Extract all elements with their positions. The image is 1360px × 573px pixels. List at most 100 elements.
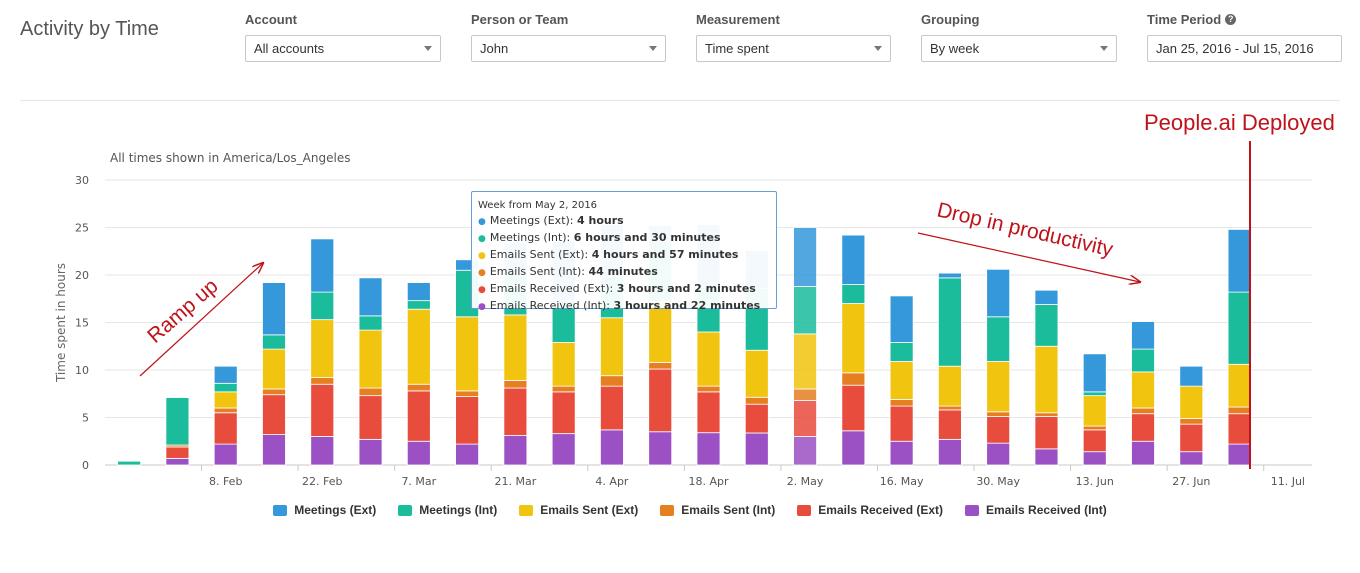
legend-swatch bbox=[519, 504, 534, 516]
bar-segment bbox=[1131, 321, 1155, 350]
measurement-select[interactable]: Time spent bbox=[696, 35, 891, 62]
legend-item[interactable]: Emails Received (Int) bbox=[965, 503, 1107, 517]
bar-segment bbox=[358, 438, 383, 466]
bar-segment bbox=[455, 316, 480, 392]
bar-segment bbox=[1227, 413, 1252, 445]
tooltip-series-name: Emails Sent (Int): bbox=[489, 265, 589, 278]
legend-swatch bbox=[273, 504, 288, 516]
filter-grouping: Grouping By week bbox=[921, 10, 1117, 62]
bar-segment bbox=[310, 291, 335, 321]
x-tick-label: 13. Jun bbox=[1076, 475, 1114, 488]
help-icon[interactable]: ? bbox=[1225, 13, 1237, 25]
bar-segment bbox=[165, 457, 190, 466]
bar-segment bbox=[503, 387, 528, 436]
bar-segment bbox=[744, 432, 769, 466]
bar-segment bbox=[1179, 418, 1204, 425]
bar-segment bbox=[503, 314, 528, 381]
tooltip-series-value: 4 hours and 57 minutes bbox=[591, 248, 739, 261]
bar-segment bbox=[889, 342, 914, 362]
legend-swatch bbox=[797, 504, 812, 516]
bar-segment bbox=[889, 295, 914, 343]
bar-segment bbox=[648, 368, 673, 433]
bar-segment bbox=[358, 395, 383, 440]
bar-segment bbox=[1034, 448, 1059, 466]
bar-segment bbox=[986, 361, 1011, 413]
bar-segment bbox=[1227, 406, 1252, 415]
bar-segment bbox=[455, 443, 480, 466]
series-dot-icon: ● bbox=[478, 234, 486, 244]
bar-segment bbox=[1082, 425, 1107, 431]
legend-item[interactable]: Emails Sent (Int) bbox=[660, 503, 775, 517]
series-dot-icon: ● bbox=[478, 285, 486, 295]
chevron-down-icon bbox=[874, 46, 882, 51]
legend-item[interactable]: Emails Received (Ext) bbox=[797, 503, 943, 517]
bar-segment bbox=[793, 436, 817, 466]
tooltip-series-name: Emails Sent (Ext): bbox=[489, 248, 592, 261]
bar-segment bbox=[1034, 345, 1059, 414]
bar-segment bbox=[841, 303, 866, 374]
grouping-select[interactable]: By week bbox=[921, 35, 1117, 62]
deployed-annotation: People.ai Deployed bbox=[1144, 110, 1335, 135]
tooltip-header: Week from May 2, 2016 bbox=[478, 200, 598, 211]
y-tick-label: 15 bbox=[75, 317, 89, 330]
legend-item[interactable]: Meetings (Ext) bbox=[273, 503, 376, 517]
account-select[interactable]: All accounts bbox=[245, 35, 441, 62]
bar-segment bbox=[1082, 429, 1107, 453]
bar-segment bbox=[600, 317, 624, 377]
bar-segment bbox=[358, 277, 383, 317]
bar-segment bbox=[262, 434, 286, 466]
ramp-up-arrow bbox=[139, 263, 263, 377]
tooltip-series-name: Meetings (Ext): bbox=[489, 214, 577, 227]
tooltip-row: ● Emails Sent (Int): 44 minutes bbox=[478, 264, 770, 281]
bar-segment bbox=[213, 443, 238, 466]
bar-segment bbox=[406, 308, 431, 385]
bar-segment bbox=[213, 407, 238, 414]
legend-label: Emails Received (Ext) bbox=[818, 503, 944, 517]
tooltip-series-value: 6 hours and 30 minutes bbox=[573, 231, 721, 244]
bar-segment bbox=[1034, 412, 1059, 417]
bar-segment bbox=[358, 329, 383, 389]
bar-segment bbox=[503, 435, 528, 466]
filter-label: Person or Team bbox=[471, 11, 569, 27]
bar-segment bbox=[406, 440, 431, 466]
bar-segment bbox=[310, 383, 335, 437]
bar-segment bbox=[938, 409, 962, 440]
x-tick-label: 16. May bbox=[880, 475, 924, 488]
legend-label: Emails Sent (Ext) bbox=[540, 503, 639, 517]
y-tick-label: 5 bbox=[82, 412, 89, 425]
x-tick-label: 7. Mar bbox=[401, 475, 436, 488]
bar-segment bbox=[213, 412, 238, 445]
filter-label: Time Period? bbox=[1147, 10, 1342, 28]
tooltip-row: ● Meetings (Int): 6 hours and 30 minutes bbox=[478, 230, 770, 247]
bar-segment bbox=[310, 436, 335, 466]
bar-segment bbox=[938, 438, 962, 466]
filter-person: Person or Team John bbox=[471, 10, 666, 62]
time-period-input[interactable]: Jan 25, 2016 - Jul 15, 2016 bbox=[1147, 35, 1342, 62]
bar-segment bbox=[1227, 363, 1252, 408]
bar-segment bbox=[696, 391, 721, 434]
legend: Meetings (Ext) Meetings (Int) Emails Sent … bbox=[0, 503, 1360, 517]
filter-time-period: Time Period? Jan 25, 2016 - Jul 15, 2016 bbox=[1147, 10, 1342, 62]
bar-segment bbox=[889, 405, 914, 442]
series-dot-icon: ● bbox=[478, 302, 486, 312]
bar-segment bbox=[986, 316, 1011, 362]
x-tick-label: 30. May bbox=[976, 475, 1020, 488]
bar-segment bbox=[986, 268, 1011, 318]
x-tick-label: 2. May bbox=[787, 475, 824, 488]
bar-segment bbox=[1227, 228, 1252, 293]
bar-segment bbox=[1082, 391, 1107, 397]
bar-segment bbox=[455, 390, 480, 397]
bar-segment bbox=[744, 349, 769, 398]
x-tick-label: 22. Feb bbox=[302, 475, 342, 488]
bar-segment bbox=[213, 365, 238, 384]
legend-item[interactable]: Meetings (Int) bbox=[398, 503, 497, 517]
filter-account: Account All accounts bbox=[245, 10, 441, 62]
bar-segment bbox=[1082, 353, 1107, 393]
x-tick-label: 11. Jul bbox=[1271, 475, 1305, 488]
bar-segment bbox=[1034, 304, 1059, 347]
person-select[interactable]: John bbox=[471, 35, 666, 62]
chevron-down-icon bbox=[1100, 46, 1108, 51]
tooltip: Week from May 2, 2016 ● Meetings (Ext): 4… bbox=[471, 191, 777, 312]
bar-segment bbox=[841, 372, 866, 386]
legend-item[interactable]: Emails Sent (Ext) bbox=[519, 503, 638, 517]
